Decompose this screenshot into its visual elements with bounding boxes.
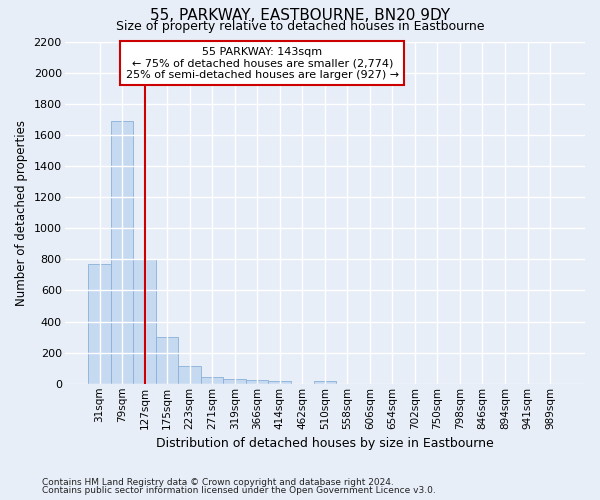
Bar [246, 380, 268, 384]
X-axis label: Distribution of detached houses by size in Eastbourne: Distribution of detached houses by size … [156, 437, 494, 450]
Bar [133, 260, 156, 384]
Y-axis label: Number of detached properties: Number of detached properties [15, 120, 28, 306]
Bar [88, 264, 111, 384]
Text: Contains public sector information licensed under the Open Government Licence v3: Contains public sector information licen… [42, 486, 436, 495]
Bar [223, 379, 246, 384]
Bar [201, 377, 223, 384]
Text: Contains HM Land Registry data © Crown copyright and database right 2024.: Contains HM Land Registry data © Crown c… [42, 478, 394, 487]
Bar [156, 337, 178, 384]
Bar [314, 380, 336, 384]
Text: 55 PARKWAY: 143sqm
← 75% of detached houses are smaller (2,774)
25% of semi-deta: 55 PARKWAY: 143sqm ← 75% of detached hou… [126, 46, 399, 80]
Bar [268, 380, 291, 384]
Bar [178, 366, 201, 384]
Text: 55, PARKWAY, EASTBOURNE, BN20 9DY: 55, PARKWAY, EASTBOURNE, BN20 9DY [150, 8, 450, 23]
Bar [111, 121, 133, 384]
Text: Size of property relative to detached houses in Eastbourne: Size of property relative to detached ho… [116, 20, 484, 33]
